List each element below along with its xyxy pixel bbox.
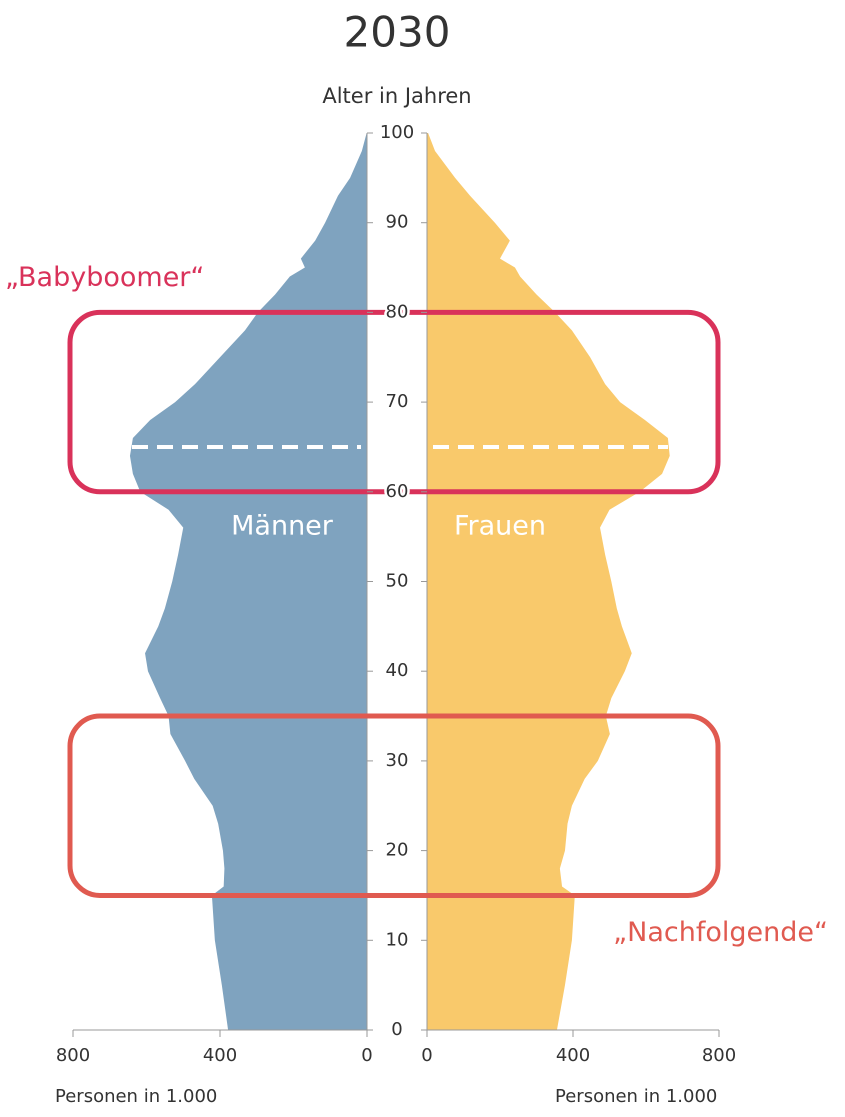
series-label: Männer [231,511,334,542]
y-tick-label: 70 [386,391,409,412]
y-tick-label: 80 [386,301,409,322]
y-tick-label: 50 [386,571,409,592]
population-area [427,133,670,1030]
y-tick-label: 20 [386,840,409,861]
y-axis-label: Alter in Jahren [322,84,471,108]
y-tick-label: 90 [386,212,409,233]
x-tick-label: 0 [361,1045,372,1066]
series-label: Frauen [454,511,546,542]
y-tick-label: 30 [386,750,409,771]
chart-title: 2030 [344,8,451,57]
x-tick-label: 400 [203,1045,237,1066]
annotation-label: „Nachfolgende“ [613,917,828,948]
x-axis-label: Personen in 1.000 [555,1086,717,1107]
x-tick-label: 0 [421,1045,432,1066]
x-tick-label: 800 [702,1045,736,1066]
annotation-box [67,309,721,495]
annotation-box [67,713,721,898]
x-tick-label: 400 [556,1045,590,1066]
y-tick-label: 10 [386,929,409,950]
y-tick-label: 40 [386,660,409,681]
y-tick-label: 100 [380,122,414,143]
x-tick-label: 800 [56,1045,90,1066]
y-tick-label: 60 [386,481,409,502]
annotation-label: „Babyboomer“ [5,262,204,293]
population-area [129,133,367,1030]
x-axis-label: Personen in 1.000 [55,1086,217,1107]
y-tick-label: 0 [391,1019,402,1040]
